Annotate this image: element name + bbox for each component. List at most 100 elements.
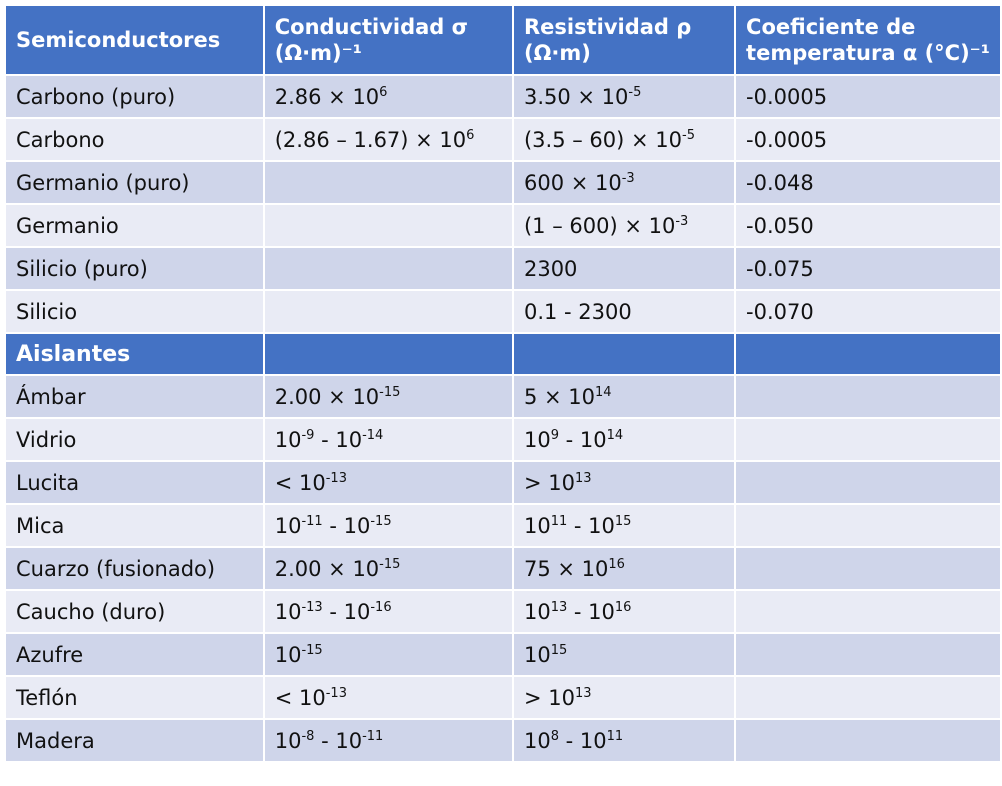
conductivity-cell-exponent: -9 [301, 427, 315, 443]
resistivity-cell-exponent: 8 [550, 728, 559, 744]
resistivity-cell-exponent: -3 [675, 213, 689, 229]
temperature-coefficient-cell [736, 419, 1000, 460]
material-cell: Silicio [6, 291, 263, 332]
conductivity-cell-base: 10 [274, 642, 302, 667]
material-cell: Madera [6, 720, 263, 761]
temperature-coefficient-cell [736, 376, 1000, 417]
conductivity-cell [264, 291, 512, 332]
resistivity-cell-tail: - 10 [567, 599, 615, 624]
resistivity-cell-base: 10 [523, 642, 551, 667]
temperature-coefficient-cell: -0.075 [736, 248, 1000, 289]
table-row: Azufre 10-15 1015 [6, 634, 1000, 675]
material-cell: Carbono [6, 119, 263, 160]
resistivity-cell-tail: - 10 [558, 728, 607, 753]
resistivity-cell-text: 0.1 - 2300 [523, 299, 632, 324]
temperature-coefficient-cell: -0.0005 [736, 119, 1000, 160]
column-header-resistivity-line1: Resistividad ρ [523, 15, 692, 39]
resistivity-cell: 5 × 1014 [513, 376, 735, 417]
table-row: Silicio (puro) 2300 -0.075 [6, 248, 1000, 289]
temperature-coefficient-cell [736, 505, 1000, 546]
conductivity-cell-base: < 10 [274, 685, 326, 710]
section-label: Aislantes [6, 334, 263, 374]
conductivity-cell [264, 162, 512, 203]
material-cell: Mica [6, 505, 263, 546]
table-row: Ámbar 2.00 × 10-15 5 × 1014 [6, 376, 1000, 417]
resistivity-cell-exponent: 11 [550, 513, 568, 529]
resistivity-cell-exponent: -5 [682, 127, 695, 143]
conductivity-cell-base: (2.86 – 1.67) × 10 [274, 127, 467, 152]
resistivity-cell: (1 – 600) × 10-3 [513, 205, 735, 246]
temperature-coefficient-cell [736, 591, 1000, 632]
resistivity-cell-base: > 10 [523, 685, 575, 710]
resistivity-cell: 75 × 1016 [513, 548, 735, 589]
resistivity-cell-exponent: 13 [550, 599, 568, 615]
resistivity-cell-exponent: 13 [574, 470, 592, 486]
material-cell: Silicio (puro) [6, 248, 263, 289]
resistivity-cell: 0.1 - 2300 [513, 291, 735, 332]
conductivity-cell-exponent2: -14 [362, 427, 384, 443]
resistivity-cell-base: (3.5 – 60) × 10 [523, 127, 682, 152]
temperature-coefficient-cell: -0.048 [736, 162, 1000, 203]
conductivity-cell: 10-8 - 10-11 [264, 720, 512, 761]
conductivity-cell-base: 2.00 × 10 [274, 384, 380, 409]
resistivity-cell-base: 600 × 10 [523, 170, 622, 195]
table-row: Madera 10-8 - 10-11 108 - 1011 [6, 720, 1000, 761]
conductivity-cell-base: 2.00 × 10 [274, 556, 380, 581]
material-cell: Cuarzo (fusionado) [6, 548, 263, 589]
column-header-conductivity-line1: Conductividad σ [274, 15, 468, 39]
column-header-resistivity: Resistividad ρ (Ω·m) [513, 6, 735, 74]
temperature-coefficient-cell [736, 462, 1000, 503]
temperature-coefficient-cell: -0.0005 [736, 76, 1000, 117]
conductivity-cell-exponent: 6 [379, 84, 388, 100]
resistivity-cell: 109 - 1014 [513, 419, 735, 460]
material-cell: Ámbar [6, 376, 263, 417]
temperature-coefficient-cell [736, 677, 1000, 718]
column-header-material-label: Semiconductores [16, 28, 221, 52]
conductivity-cell-exponent: -11 [301, 513, 323, 529]
resistivity-cell-text: 2300 [523, 256, 578, 281]
table-row: Cuarzo (fusionado) 2.00 × 10-15 75 × 1016 [6, 548, 1000, 589]
material-cell: Germanio [6, 205, 263, 246]
conductivity-cell-exponent2: -16 [370, 599, 392, 615]
conductivity-cell-exponent: -13 [325, 470, 347, 486]
column-header-temperature-coefficient: Coeficiente de temperatura α (°C)⁻¹ [736, 6, 1000, 74]
conductivity-cell-exponent: 6 [466, 127, 475, 143]
resistivity-cell-base: 10 [523, 728, 551, 753]
resistivity-cell: > 1013 [513, 677, 735, 718]
material-cell: Lucita [6, 462, 263, 503]
resistivity-cell-base: (1 – 600) × 10 [523, 213, 676, 238]
resistivity-cell-base: > 10 [523, 470, 575, 495]
resistivity-cell: 1013 - 1016 [513, 591, 735, 632]
table-row: Teflón < 10-13 > 1013 [6, 677, 1000, 718]
table-body: Carbono (puro) 2.86 × 106 3.50 × 10-5 -0.00… [6, 76, 1000, 761]
conductivity-cell-base: 2.86 × 10 [274, 84, 380, 109]
column-header-temperature-coefficient-line1: Coeficiente de [746, 15, 916, 39]
section-row-insulators: Aislantes [6, 334, 1000, 374]
conductivity-cell-base: 10 [274, 728, 302, 753]
temperature-coefficient-cell: -0.050 [736, 205, 1000, 246]
conductivity-cell-tail: - 10 [314, 728, 363, 753]
resistivity-cell-exponent: 14 [595, 384, 612, 400]
column-header-material: Semiconductores [6, 6, 263, 74]
conductivity-cell: 10-13 - 10-16 [264, 591, 512, 632]
conductivity-cell-base: 10 [274, 427, 302, 452]
resistivity-cell-tail: - 10 [558, 427, 607, 452]
conductivity-cell-base: < 10 [274, 470, 326, 495]
conductivity-cell-base: 10 [274, 599, 302, 624]
material-cell: Vidrio [6, 419, 263, 460]
table-row: Germanio (1 – 600) × 10-3 -0.050 [6, 205, 1000, 246]
resistivity-cell-exponent2: 15 [614, 513, 632, 529]
resistivity-cell: 3.50 × 10-5 [513, 76, 735, 117]
resistivity-cell-exponent2: 14 [606, 427, 624, 443]
material-cell: Teflón [6, 677, 263, 718]
resistivity-cell-tail: - 10 [567, 513, 615, 538]
conductivity-cell: 2.00 × 10-15 [264, 376, 512, 417]
conductivity-cell: < 10-13 [264, 677, 512, 718]
section-empty-cell [264, 334, 512, 374]
table-row: Carbono (2.86 – 1.67) × 106 (3.5 – 60) × 1… [6, 119, 1000, 160]
column-header-conductivity-line2: (Ω·m)⁻¹ [274, 41, 362, 65]
conductivity-cell: 2.00 × 10-15 [264, 548, 512, 589]
conductivity-cell: < 10-13 [264, 462, 512, 503]
conductivity-cell [264, 205, 512, 246]
